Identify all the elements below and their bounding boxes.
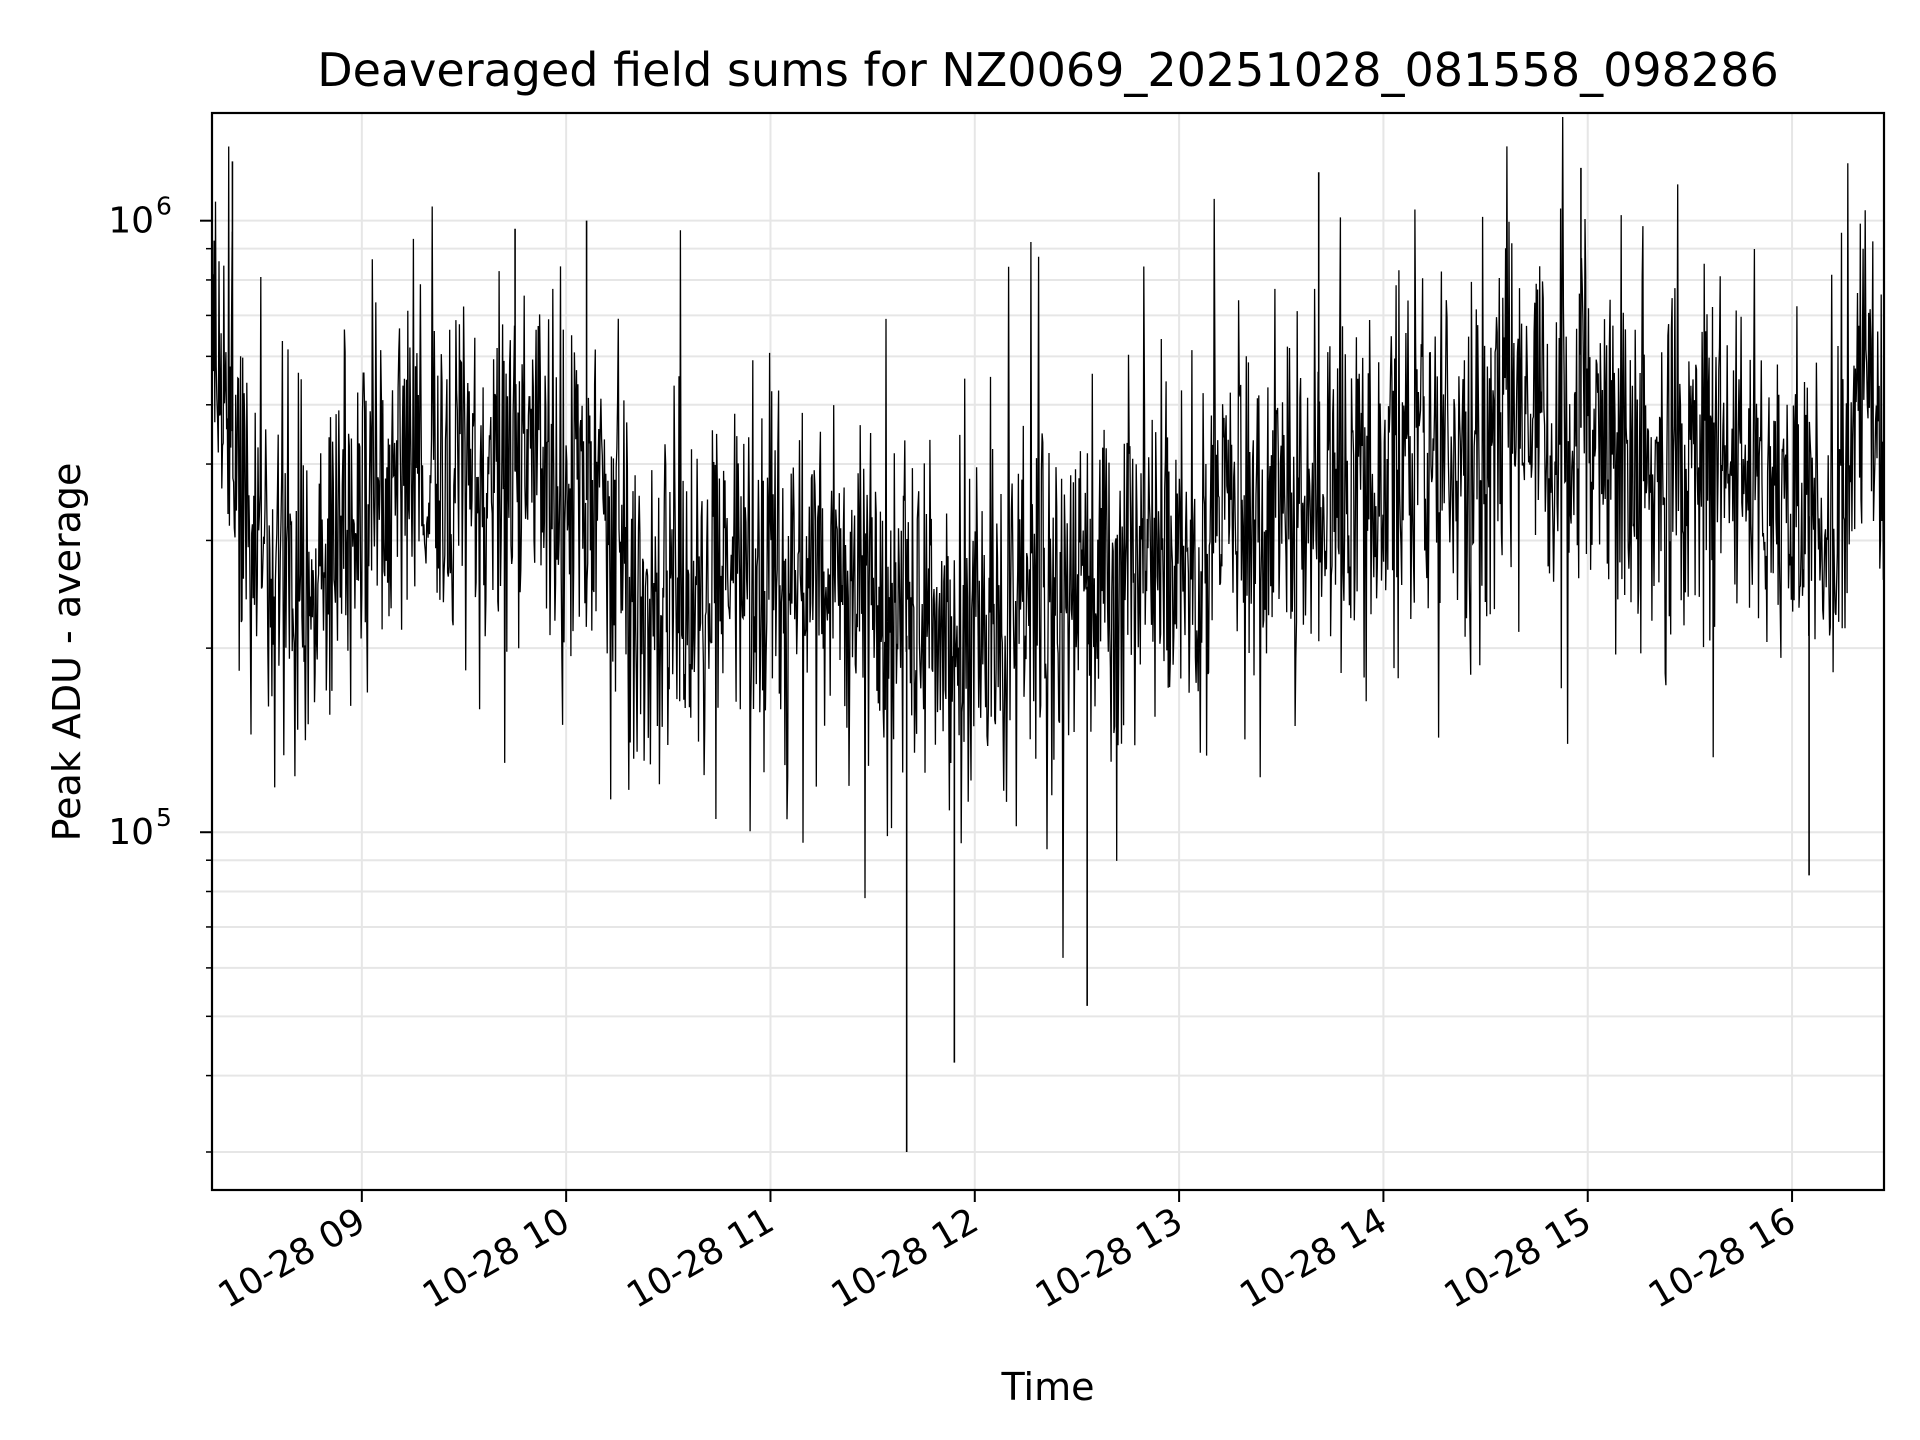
- chart-title: Deaveraged field sums for NZ0069_2025102…: [317, 43, 1778, 97]
- series-line: [211, 116, 1885, 958]
- y-tick-label: 10: [108, 201, 154, 242]
- plot-area: [211, 116, 1885, 1152]
- x-axis-label: Time: [1001, 1365, 1095, 1409]
- y-axis-label: Peak ADU - average: [45, 463, 89, 842]
- y-tick-label: 10: [108, 812, 154, 853]
- plot-frame: [210, 111, 1886, 1192]
- y-tick-exponent: 5: [156, 803, 172, 832]
- y-tick-exponent: 6: [156, 192, 172, 221]
